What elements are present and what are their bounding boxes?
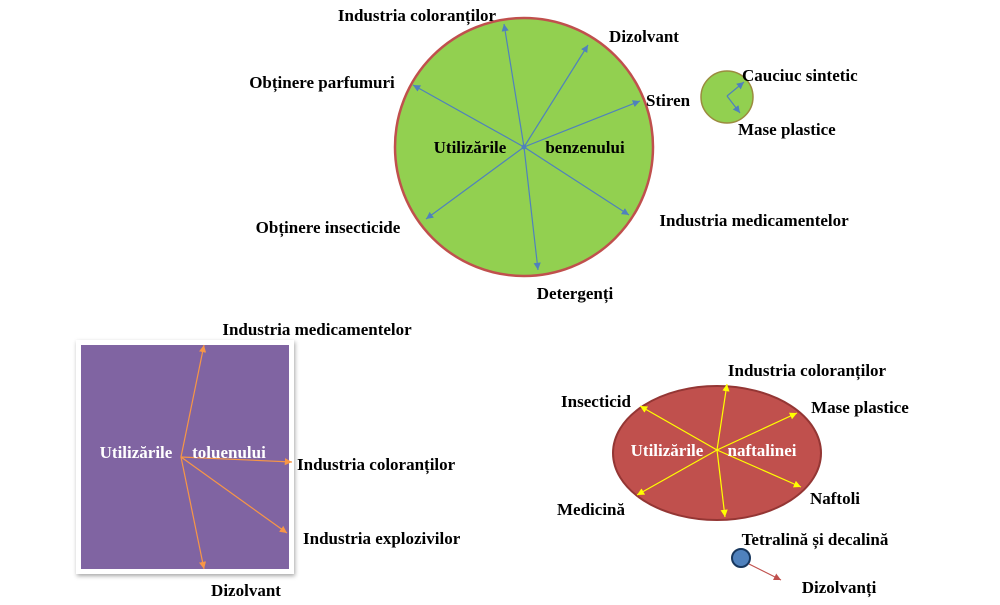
naphthalene-use-insecticide: Insecticid <box>561 392 631 411</box>
naphthalene-center-label-left: Utilizările <box>631 441 704 460</box>
benzene-arrow-perfumes <box>412 84 525 148</box>
naphthalene-arrow-naphthols <box>716 449 802 488</box>
toluene-arrow-dyes <box>180 456 293 466</box>
toluene-group: Utilizările toluenului Industria medicam… <box>76 320 461 600</box>
benzene-arrow-medicines <box>523 146 630 216</box>
toluene-arrow-solvent <box>180 456 207 570</box>
benzene-arrow-detergents <box>523 146 541 271</box>
tetralin-use-solvents: Dizolvanți <box>802 578 877 598</box>
toluene-use-dyes: Industria coloranților <box>297 455 456 475</box>
benzene-arrow-styrene <box>523 100 641 148</box>
benzene-group: Utilizările benzenului Industria coloran… <box>249 6 858 304</box>
naphthalene-arrow-plastics <box>716 412 798 451</box>
benzene-arrow-insecticides <box>425 146 525 220</box>
styrene-use-plastics: Mase plastice <box>738 120 836 139</box>
naphthalene-arrow-tetralin <box>716 449 728 518</box>
naphthalene-use-plastics: Mase plastice <box>811 398 909 417</box>
toluene-arrow-medicines <box>180 344 207 458</box>
naphthalene-use-naphthols: Naftoli <box>810 489 860 508</box>
benzene-center-dot <box>521 144 527 150</box>
naphthalene-arrow-dyes <box>716 383 730 451</box>
naphthalene-use-dyes: Industria coloranților <box>728 361 887 381</box>
naphthalene-arrow-medicine <box>636 449 718 496</box>
toluene-arrow-explosives <box>180 456 288 534</box>
benzene-use-perfumes: Obținere parfumuri <box>249 73 395 93</box>
benzene-arrow-dyes <box>501 23 525 148</box>
toluene-use-medicines: Industria medicamentelor <box>222 320 412 339</box>
benzene-use-detergents: Detergenți <box>537 284 614 304</box>
benzene-center-label-right: benzenului <box>545 138 625 157</box>
styrene-arrow-plastics <box>726 95 741 114</box>
benzene-use-dyes: Industria coloranților <box>338 6 497 26</box>
naphthalene-center-label-right: naftalinei <box>728 441 797 460</box>
benzene-center-label-left: Utilizările <box>434 138 507 157</box>
benzene-use-medicines: Industria medicamentelor <box>659 211 849 230</box>
benzene-arrow-solvent <box>523 44 589 148</box>
toluene-center-label-left: Utilizările <box>100 443 173 462</box>
benzene-use-solvent: Dizolvant <box>609 27 679 46</box>
tetralin-arrow-solvents <box>748 563 782 581</box>
styrene-use-rubber: Cauciuc sintetic <box>742 66 858 85</box>
naphthalene-arrow-insecticide <box>639 405 718 451</box>
toluene-use-solvent: Dizolvant <box>211 581 281 600</box>
naphthalene-group: Utilizările naftalinei Industria coloran… <box>557 361 909 598</box>
benzene-use-insecticides: Obținere insecticide <box>256 218 401 238</box>
benzene-use-styrene: Stiren <box>646 91 691 110</box>
tetralin-node <box>731 548 751 568</box>
toluene-center-label-right: toluenului <box>192 443 266 462</box>
naphthalene-use-medicine: Medicină <box>557 500 625 519</box>
naphthalene-use-tetralin: Tetralină și decalină <box>742 530 889 550</box>
styrene-arrow-rubber <box>726 81 745 97</box>
toluene-use-explosives: Industria explozivilor <box>303 529 461 548</box>
